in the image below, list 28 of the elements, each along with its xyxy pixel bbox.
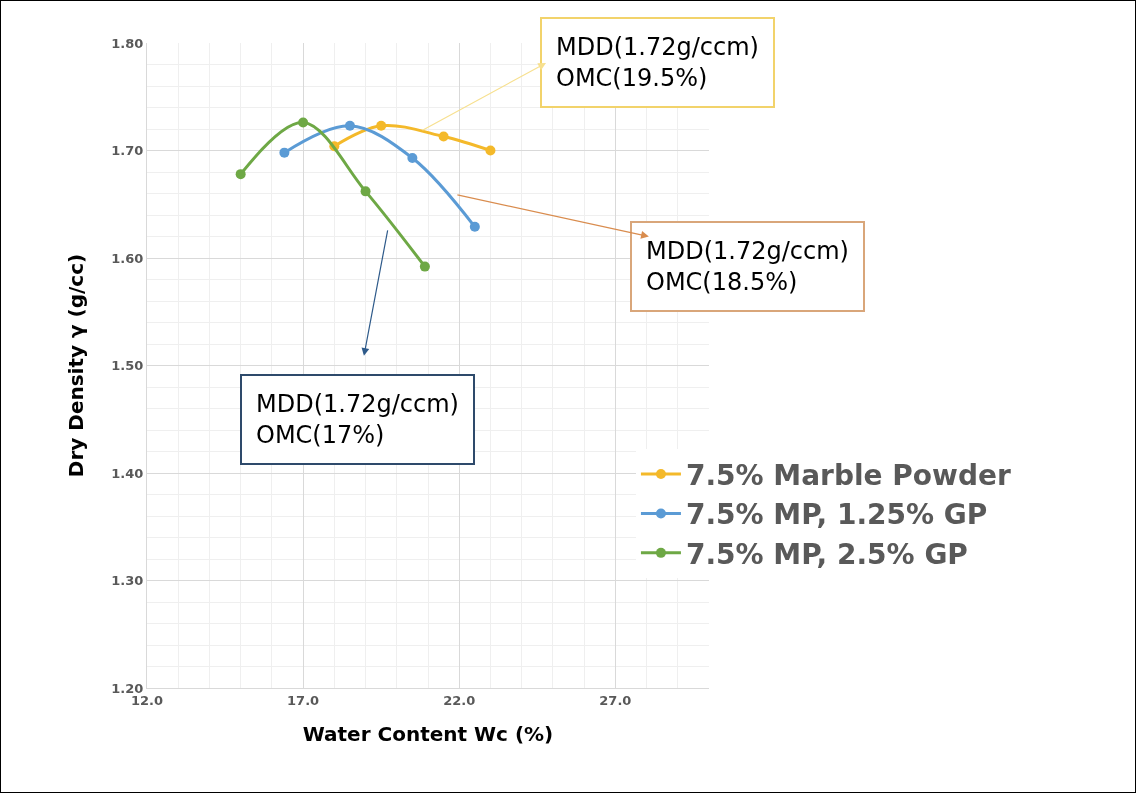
point: [469, 221, 480, 232]
point: [419, 261, 430, 272]
point: [235, 169, 246, 180]
y-tick-label: 1.30: [111, 573, 144, 589]
legend-label: 7.5% MP, 1.25% GP: [685, 498, 988, 532]
y-tick-label: 1.70: [111, 143, 144, 159]
x-tick-label: 22.0: [443, 692, 476, 708]
annotation: MDD(1.72g/ccm) OMC(17%): [256, 390, 459, 450]
point: [438, 131, 449, 142]
x-tick-label: 27.0: [599, 692, 632, 708]
annotation: MDD(1.72g/ccm) OMC(19.5%): [556, 33, 759, 93]
legend-label: 7.5% Marble Powder: [685, 458, 1011, 492]
point: [344, 120, 355, 131]
y-tick-label: 1.40: [111, 465, 144, 481]
point: [279, 147, 290, 158]
point: [360, 186, 371, 197]
x-tick-label: 17.0: [287, 692, 320, 708]
y-tick-label: 1.60: [111, 250, 144, 266]
point: [376, 120, 387, 131]
annotation: MDD(1.72g/ccm) OMC(18.5%): [646, 237, 849, 297]
point: [298, 117, 309, 128]
x-axis-title: Water Content Wc (%): [302, 722, 554, 747]
y-tick-label: 1.80: [111, 35, 144, 51]
point: [407, 153, 418, 164]
y-axis-title: Dry Density γ (g/cc): [63, 253, 88, 478]
y-tick-label: 1.50: [111, 358, 144, 374]
legend-label: 7.5% MP, 2.5% GP: [685, 537, 968, 571]
point: [485, 145, 496, 156]
